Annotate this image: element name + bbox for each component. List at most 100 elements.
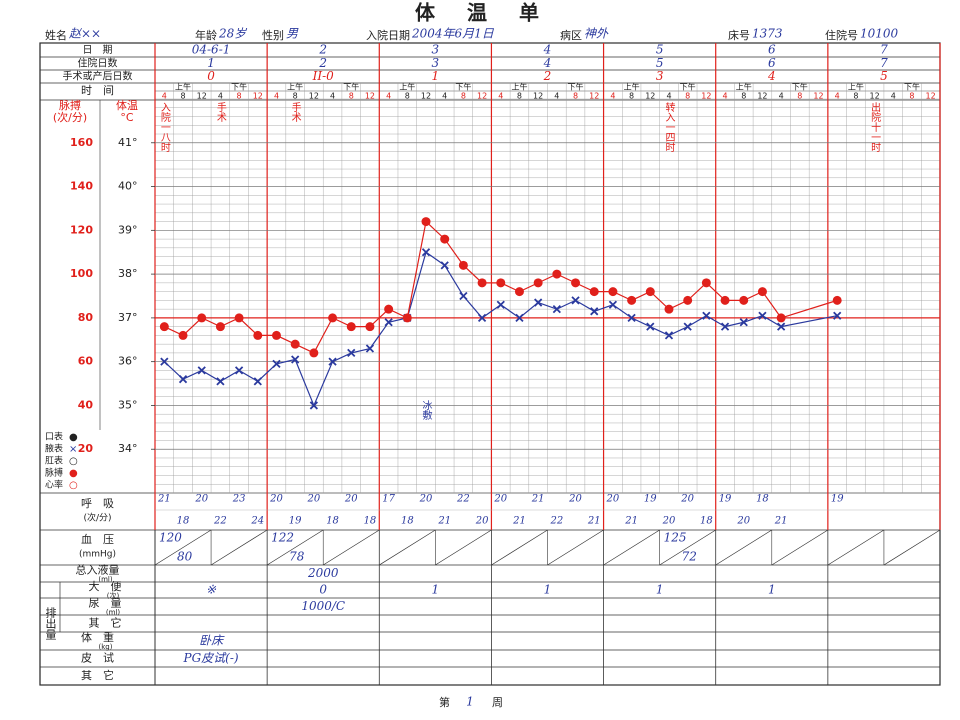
respiration-value: 21 bbox=[531, 494, 545, 505]
respiration-value: 20 bbox=[475, 516, 489, 527]
day-value: 3 bbox=[656, 69, 664, 83]
cell-diagonal bbox=[715, 529, 772, 566]
pulse-point bbox=[683, 295, 693, 305]
bp-diastolic: 80 bbox=[177, 550, 193, 564]
cell-value: 0 bbox=[319, 583, 327, 597]
row-label: 时 间 bbox=[81, 84, 114, 97]
row-label: 血 压 bbox=[81, 532, 114, 546]
respiration-value: 20 bbox=[736, 516, 750, 527]
pulse-point bbox=[571, 278, 581, 288]
respiration-value: 21 bbox=[587, 516, 601, 527]
footer-prefix: 第 bbox=[439, 695, 450, 709]
respiration-value: 21 bbox=[774, 516, 788, 527]
respiration-value: 18 bbox=[177, 516, 190, 527]
y2-tick-label: 40° bbox=[118, 180, 138, 193]
hour-label: 12 bbox=[253, 92, 263, 101]
hour-label: 4 bbox=[442, 92, 447, 101]
hour-label: 8 bbox=[685, 92, 690, 101]
day-value: 5 bbox=[656, 56, 664, 70]
cell-diagonal bbox=[771, 529, 829, 566]
pulse-point bbox=[664, 304, 674, 314]
period-label: 下午 bbox=[792, 82, 808, 92]
row-unit: (次) bbox=[107, 591, 120, 600]
day-value: 6 bbox=[768, 56, 776, 70]
pulse-point bbox=[645, 287, 655, 297]
pulse-point bbox=[720, 295, 730, 305]
cell-diagonal bbox=[266, 529, 324, 566]
sheet-border bbox=[39, 42, 941, 686]
legend-symbol: ○ bbox=[69, 480, 78, 491]
hour-label: 4 bbox=[835, 92, 840, 101]
respiration-value: 20 bbox=[606, 494, 620, 505]
hour-label: 12 bbox=[645, 92, 655, 101]
cell-value: PG皮试(-) bbox=[183, 651, 239, 665]
pulse-point bbox=[234, 313, 244, 323]
hour-label: 4 bbox=[666, 92, 671, 101]
hour-label: 8 bbox=[180, 92, 185, 101]
cell-diagonal bbox=[827, 529, 885, 566]
day-value: 5 bbox=[880, 69, 888, 83]
row-label: 其 它 bbox=[89, 616, 122, 630]
day-value: 2 bbox=[318, 43, 327, 57]
temperature-point bbox=[216, 377, 225, 386]
pulse-point bbox=[757, 287, 767, 297]
respiration-value: 21 bbox=[437, 516, 451, 527]
hour-label: 4 bbox=[274, 92, 279, 101]
temperature-point bbox=[833, 311, 842, 320]
hour-label: 8 bbox=[461, 92, 466, 101]
row-label: 呼 吸 bbox=[81, 497, 114, 510]
respiration-value: 22 bbox=[549, 516, 563, 527]
temperature-point bbox=[291, 355, 300, 364]
temperature-point bbox=[197, 366, 206, 375]
hour-label: 8 bbox=[405, 92, 410, 101]
bp-systolic: 122 bbox=[271, 531, 294, 545]
temperature-point bbox=[178, 375, 188, 384]
title: 体 温 单 bbox=[415, 1, 545, 25]
info-label: 住院号 bbox=[825, 28, 858, 42]
cell-value: 1 bbox=[768, 583, 776, 597]
pulse-point bbox=[496, 278, 506, 288]
y2-tick-label: 41° bbox=[118, 136, 138, 149]
pulse-point bbox=[832, 295, 842, 305]
hour-label: 8 bbox=[293, 92, 298, 101]
pulse-point bbox=[197, 313, 207, 323]
row-label: 总入液量 bbox=[76, 563, 120, 577]
pulse-point bbox=[739, 295, 749, 305]
period-label: 下午 bbox=[343, 82, 359, 92]
cell-value: 卧床 bbox=[199, 634, 225, 648]
period-label: 下午 bbox=[455, 82, 471, 92]
day-value: 4 bbox=[543, 43, 552, 57]
info-value: 神外 bbox=[584, 27, 609, 41]
legend-label: 肛表 bbox=[45, 455, 63, 467]
annotation: 出院十一时 bbox=[869, 101, 881, 152]
info-value: 赵×× bbox=[69, 27, 101, 41]
temperature-point bbox=[253, 377, 262, 386]
hour-label: 4 bbox=[891, 92, 896, 101]
info-value: 28岁 bbox=[218, 27, 247, 41]
info-value: 2004年6月1日 bbox=[411, 27, 495, 41]
temperature-point bbox=[347, 348, 356, 358]
respiration-value: 20 bbox=[194, 494, 208, 505]
temperature-point bbox=[328, 357, 337, 366]
y2-tick-label: 37° bbox=[118, 311, 138, 324]
y-axis-title: (次/分) bbox=[53, 110, 87, 124]
annotation: 冰敷 bbox=[420, 399, 432, 421]
temperature-point bbox=[552, 304, 561, 314]
pulse-point bbox=[701, 278, 711, 288]
respiration-value: 19 bbox=[289, 516, 302, 527]
cell-diagonal bbox=[323, 529, 380, 566]
day-value: 7 bbox=[880, 56, 888, 70]
respiration-value: 18 bbox=[364, 516, 377, 527]
y2-axis-title: °C bbox=[120, 111, 134, 124]
hour-label: 12 bbox=[926, 92, 936, 101]
day-value: 1 bbox=[432, 69, 440, 83]
period-label: 上午 bbox=[848, 82, 864, 92]
temperature-point bbox=[664, 331, 674, 340]
temperature-point bbox=[776, 322, 786, 331]
hour-label: 12 bbox=[197, 92, 207, 101]
respiration-value: 20 bbox=[307, 494, 321, 505]
respiration-value: 20 bbox=[680, 494, 694, 505]
y2-tick-label: 35° bbox=[118, 398, 138, 411]
period-label: 上午 bbox=[736, 82, 752, 92]
